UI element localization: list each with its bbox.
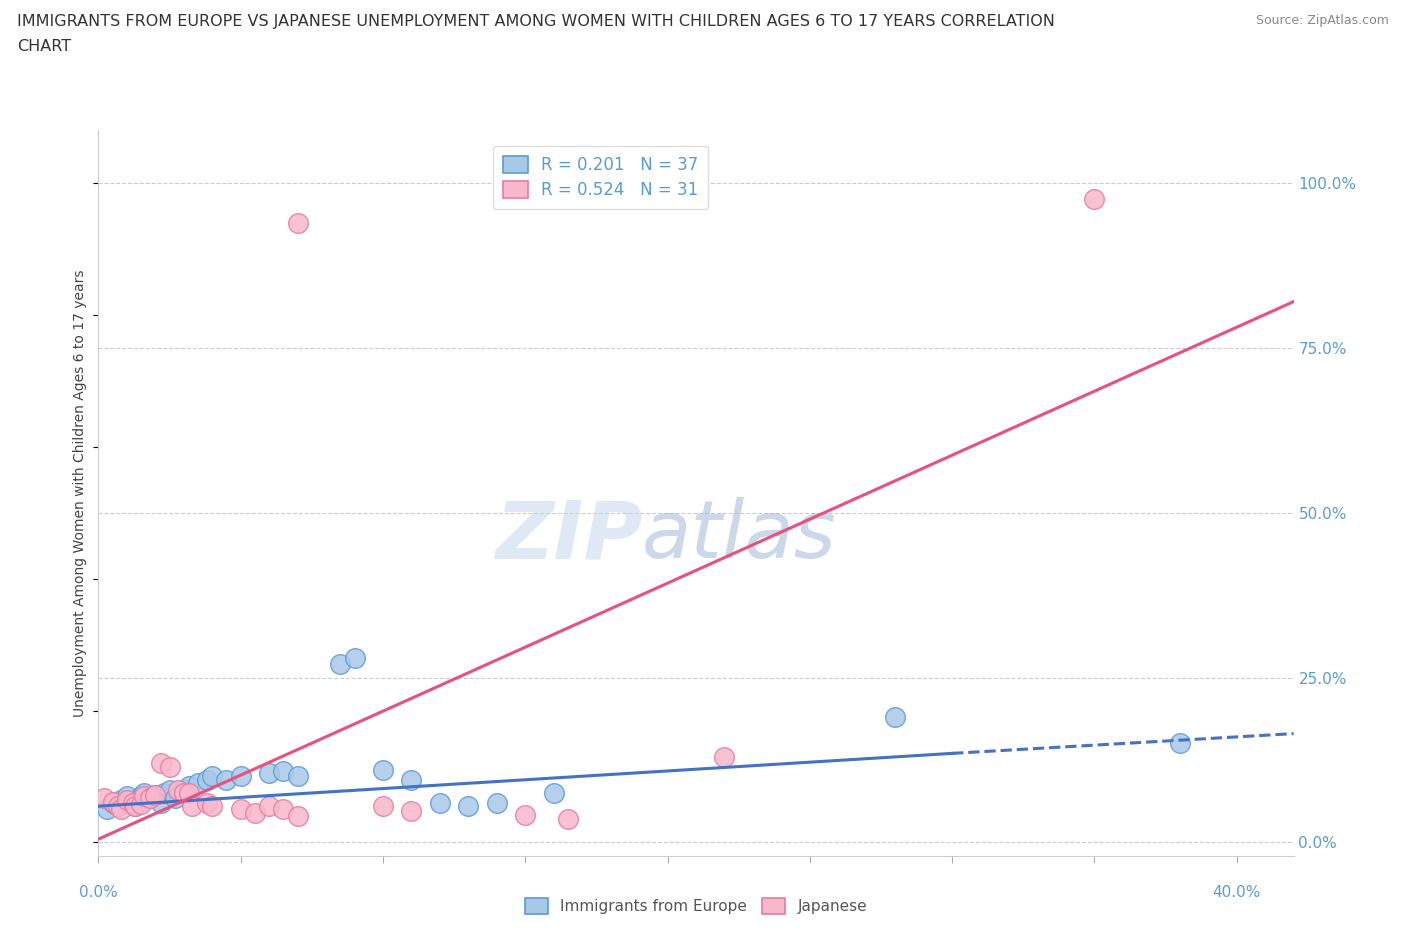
- Point: [124, 799, 146, 814]
- Point: [543, 786, 565, 801]
- Point: [159, 759, 181, 774]
- Point: [129, 797, 152, 812]
- Point: [138, 790, 160, 805]
- Point: [195, 795, 218, 810]
- Point: [181, 799, 204, 814]
- Point: [215, 772, 238, 787]
- Point: [132, 789, 155, 804]
- Point: [110, 802, 132, 817]
- Text: ZIP: ZIP: [495, 498, 643, 576]
- Point: [110, 792, 132, 807]
- Point: [115, 792, 138, 807]
- Point: [257, 765, 280, 780]
- Point: [884, 710, 907, 724]
- Point: [138, 790, 160, 805]
- Point: [485, 795, 508, 810]
- Point: [229, 769, 252, 784]
- Point: [343, 650, 366, 665]
- Point: [129, 792, 152, 807]
- Point: [1083, 192, 1105, 206]
- Text: CHART: CHART: [17, 39, 70, 54]
- Point: [273, 802, 295, 817]
- Point: [329, 657, 352, 671]
- Point: [457, 799, 479, 814]
- Point: [143, 788, 166, 803]
- Point: [115, 789, 138, 804]
- Point: [257, 799, 280, 814]
- Point: [713, 750, 735, 764]
- Point: [201, 799, 224, 814]
- Point: [173, 786, 195, 801]
- Point: [173, 782, 195, 797]
- Point: [187, 776, 209, 790]
- Point: [287, 769, 309, 784]
- Point: [195, 772, 218, 787]
- Point: [287, 808, 309, 823]
- Point: [401, 772, 423, 787]
- Text: Source: ZipAtlas.com: Source: ZipAtlas.com: [1256, 14, 1389, 27]
- Text: 40.0%: 40.0%: [1212, 885, 1261, 900]
- Point: [179, 786, 201, 801]
- Text: atlas: atlas: [643, 498, 837, 576]
- Point: [124, 799, 146, 814]
- Point: [1168, 736, 1191, 751]
- Legend: Immigrants from Europe, Japanese: Immigrants from Europe, Japanese: [519, 892, 873, 921]
- Point: [107, 799, 129, 814]
- Point: [101, 795, 124, 810]
- Point: [179, 779, 201, 794]
- Point: [201, 769, 224, 784]
- Y-axis label: Unemployment Among Women with Children Ages 6 to 17 years: Unemployment Among Women with Children A…: [73, 269, 87, 717]
- Point: [121, 795, 143, 810]
- Point: [273, 764, 295, 778]
- Point: [371, 763, 394, 777]
- Point: [107, 799, 129, 814]
- Point: [159, 782, 181, 797]
- Point: [150, 795, 173, 810]
- Point: [371, 799, 394, 814]
- Point: [153, 786, 176, 801]
- Point: [150, 756, 173, 771]
- Point: [93, 790, 115, 805]
- Point: [121, 795, 143, 810]
- Point: [115, 795, 138, 810]
- Point: [101, 794, 124, 809]
- Point: [401, 804, 423, 818]
- Text: IMMIGRANTS FROM EUROPE VS JAPANESE UNEMPLOYMENT AMONG WOMEN WITH CHILDREN AGES 6: IMMIGRANTS FROM EUROPE VS JAPANESE UNEMP…: [17, 14, 1054, 29]
- Point: [132, 786, 155, 801]
- Point: [129, 789, 152, 804]
- Point: [515, 807, 537, 822]
- Point: [287, 215, 309, 230]
- Text: 0.0%: 0.0%: [79, 885, 118, 900]
- Point: [167, 782, 190, 797]
- Point: [557, 812, 579, 827]
- Point: [243, 805, 266, 820]
- Point: [143, 788, 166, 803]
- Point: [165, 790, 187, 805]
- Point: [229, 802, 252, 817]
- Point: [429, 795, 451, 810]
- Point: [96, 802, 118, 817]
